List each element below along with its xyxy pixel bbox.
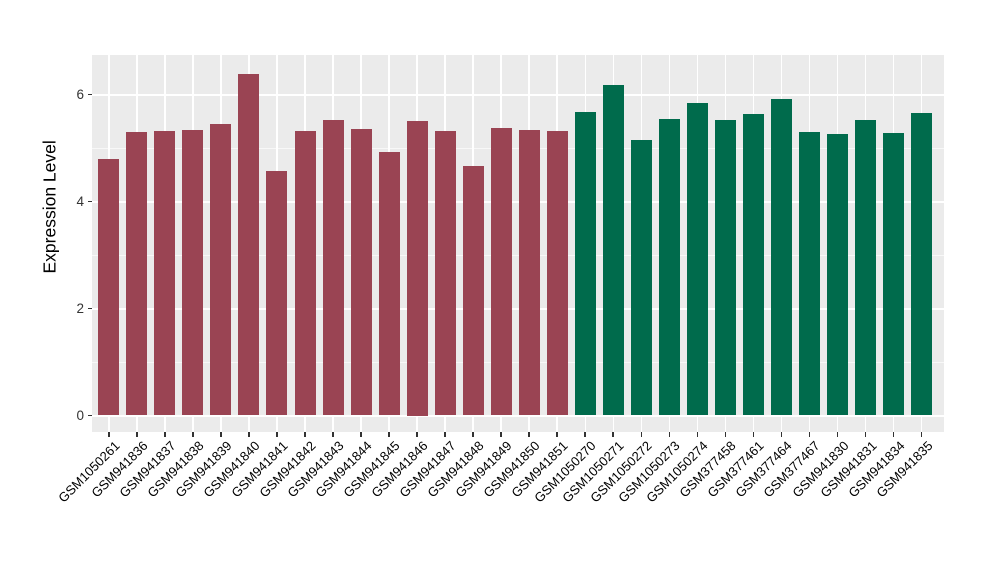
y-axis-title: Expression Level bbox=[39, 140, 60, 274]
bar-GSM1050261 bbox=[98, 159, 120, 416]
bar-GSM1050270 bbox=[574, 112, 596, 416]
x-tick-mark bbox=[556, 432, 559, 437]
bar-GSM941850 bbox=[518, 129, 540, 416]
bar-GSM941848 bbox=[462, 166, 484, 416]
x-tick-mark bbox=[444, 432, 446, 437]
bar-GSM377461 bbox=[742, 114, 764, 416]
bar-GSM377464 bbox=[770, 99, 792, 416]
bar-GSM1050272 bbox=[630, 139, 652, 416]
x-tick-mark bbox=[920, 432, 923, 437]
x-tick-mark bbox=[416, 432, 418, 437]
x-tick-mark bbox=[864, 432, 867, 437]
x-tick-mark bbox=[752, 432, 755, 437]
y-tick-label: 2 bbox=[76, 300, 84, 316]
bar-GSM941831 bbox=[855, 120, 877, 416]
bar-GSM1050271 bbox=[602, 84, 624, 416]
bar-GSM941841 bbox=[266, 171, 288, 416]
x-tick-mark bbox=[892, 432, 895, 437]
x-tick-mark bbox=[136, 432, 138, 437]
bar-GSM941835 bbox=[911, 112, 933, 416]
major-gridline bbox=[92, 307, 944, 310]
major-gridline bbox=[92, 414, 944, 417]
bar-GSM941849 bbox=[490, 127, 512, 416]
bar-GSM941843 bbox=[322, 120, 344, 416]
x-tick-mark bbox=[220, 432, 222, 437]
x-tick-mark bbox=[164, 432, 166, 437]
y-tick-label: 0 bbox=[76, 407, 84, 423]
bar-GSM941846 bbox=[406, 121, 428, 416]
x-tick-mark bbox=[108, 432, 110, 437]
plot-panel bbox=[92, 55, 944, 432]
bar-GSM1050273 bbox=[658, 119, 680, 416]
y-tick-mark bbox=[88, 200, 92, 203]
minor-gridline bbox=[92, 147, 944, 149]
bar-GSM1050274 bbox=[686, 103, 708, 416]
major-gridline bbox=[92, 200, 944, 203]
minor-gridline bbox=[92, 254, 944, 256]
x-tick-mark bbox=[640, 432, 643, 437]
x-tick-mark bbox=[724, 432, 727, 437]
x-tick-mark bbox=[584, 432, 587, 437]
bar-GSM941839 bbox=[210, 124, 232, 416]
bar-GSM941851 bbox=[546, 131, 568, 416]
x-tick-mark bbox=[696, 432, 699, 437]
x-tick-mark bbox=[808, 432, 811, 437]
y-tick-mark bbox=[88, 414, 92, 417]
y-tick-mark bbox=[88, 93, 92, 96]
major-gridline bbox=[92, 93, 944, 96]
bar-GSM941840 bbox=[238, 73, 260, 416]
minor-gridline bbox=[92, 361, 944, 363]
bar-GSM941836 bbox=[126, 132, 148, 416]
x-tick-mark bbox=[500, 432, 502, 437]
bar-GSM941847 bbox=[434, 130, 456, 416]
bar-GSM941837 bbox=[154, 130, 176, 416]
x-tick-mark bbox=[612, 432, 615, 437]
x-tick-mark bbox=[836, 432, 839, 437]
x-tick-mark bbox=[780, 432, 783, 437]
bar-GSM941845 bbox=[378, 151, 400, 416]
bar-GSM941834 bbox=[883, 133, 905, 416]
y-tick-label: 4 bbox=[76, 193, 84, 209]
bar-GSM941830 bbox=[827, 134, 848, 416]
bar-GSM941844 bbox=[350, 128, 372, 416]
x-tick-mark bbox=[304, 432, 306, 437]
bar-GSM941838 bbox=[182, 129, 204, 416]
x-tick-mark bbox=[332, 432, 334, 437]
x-tick-mark bbox=[360, 432, 362, 437]
bar-GSM377467 bbox=[798, 132, 820, 416]
y-tick-mark bbox=[88, 307, 92, 310]
x-tick-mark bbox=[192, 432, 194, 437]
bar-GSM377458 bbox=[714, 120, 736, 416]
y-tick-label: 6 bbox=[76, 86, 84, 102]
bar-GSM941842 bbox=[294, 130, 316, 416]
x-tick-mark bbox=[528, 432, 530, 437]
x-tick-mark bbox=[472, 432, 474, 437]
x-tick-mark bbox=[276, 432, 278, 437]
x-tick-mark bbox=[248, 432, 250, 437]
x-tick-mark bbox=[388, 432, 390, 437]
x-tick-mark bbox=[668, 432, 671, 437]
